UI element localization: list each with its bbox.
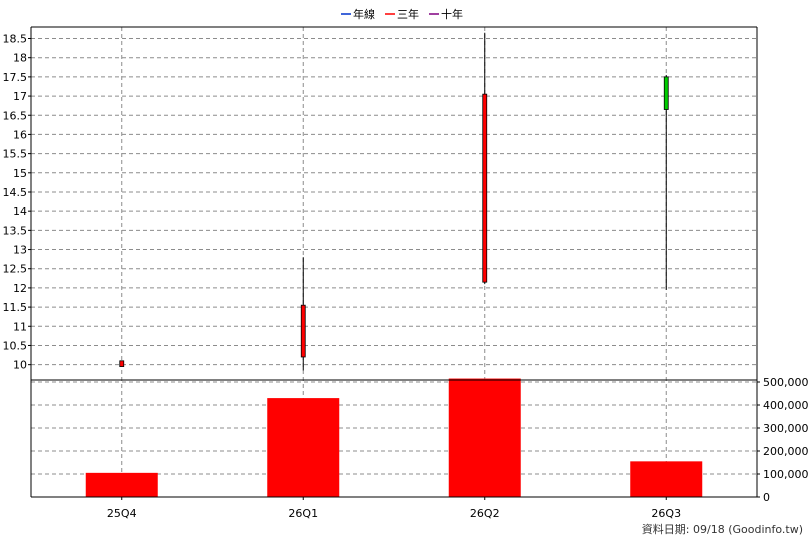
quarter-label-26Q2: 26Q2 [470, 507, 500, 520]
quarter-axis: 25Q4 26Q1 26Q2 26Q3 [107, 497, 681, 520]
volume-bar-25Q4 [85, 472, 158, 497]
price-tick-label: 14 [13, 205, 27, 218]
volume-series [85, 378, 703, 497]
price-tick-label: 13 [13, 244, 27, 257]
price-candles [119, 32, 669, 371]
data-date-note: 資料日期: 09/18 (Goodinfo.tw) [641, 523, 803, 536]
price-tick-label: 13.5 [3, 224, 28, 237]
price-tick-label: 18 [13, 52, 27, 65]
legend-label: 三年 [397, 7, 419, 21]
volume-tick-label: 300,000 [763, 422, 808, 435]
volume-bar-26Q1 [267, 398, 340, 497]
candle-body-26Q3 [663, 76, 669, 110]
quarter-label-26Q3: 26Q3 [651, 507, 681, 520]
grid-lines [31, 27, 757, 498]
price-tick-label: 10.5 [3, 339, 28, 352]
candle-body-26Q1 [300, 304, 306, 358]
price-tick-label: 17.5 [3, 71, 28, 84]
quarter-label-26Q1: 26Q1 [288, 507, 318, 520]
candle-body-25Q4 [119, 360, 125, 367]
volume-tick-label: 500,000 [763, 376, 808, 389]
price-tick-label: 10 [13, 359, 27, 372]
price-tick-label: 15 [13, 167, 27, 180]
volume-bar-26Q2 [448, 378, 521, 497]
price-tick-label: 14.5 [3, 186, 28, 199]
plot-frame [30, 26, 758, 498]
price-tick-label: 17 [13, 90, 27, 103]
candle-body-26Q2 [482, 93, 488, 283]
price-tick-label: 12.5 [3, 263, 28, 276]
price-tick-label: 15.5 [3, 148, 28, 161]
volume-bar-26Q3 [630, 461, 703, 497]
legend-label: 年線 [353, 7, 375, 21]
volume-axis: 0 100,000 200,000 300,000 400,000 500,000 [757, 376, 808, 504]
volume-tick-label: 400,000 [763, 399, 808, 412]
price-axis: 10 10.5 11 11.5 12 12.5 13 13.5 14 14.5 15 15.5 16 16… [3, 33, 31, 372]
volume-tick-label: 100,000 [763, 468, 808, 481]
price-tick-label: 18.5 [3, 33, 28, 46]
price-tick-label: 11 [13, 320, 27, 333]
chart-legend: 年線 三年 十年 [341, 7, 463, 21]
quarter-label-25Q4: 25Q4 [107, 507, 137, 520]
price-tick-label: 11.5 [3, 301, 28, 314]
volume-tick-label: 0 [763, 491, 770, 504]
price-tick-label: 16 [13, 128, 27, 141]
price-tick-label: 16.5 [3, 109, 28, 122]
volume-tick-label: 200,000 [763, 445, 808, 458]
legend-label: 十年 [441, 7, 463, 21]
price-tick-label: 12 [13, 282, 27, 295]
